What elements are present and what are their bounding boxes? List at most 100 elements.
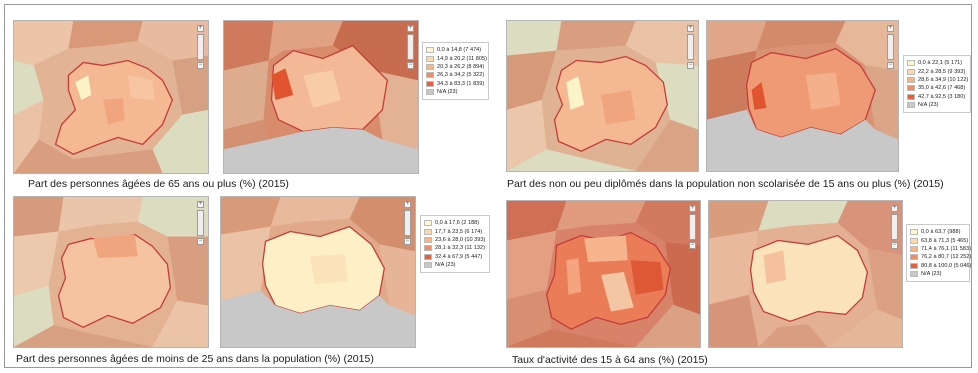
zoom-slider[interactable] bbox=[197, 34, 204, 60]
legend-item: 17,7 à 23,5 (6 174) bbox=[424, 227, 486, 235]
legend-label: 32,4 à 67,9 (5 447) bbox=[435, 253, 483, 260]
map-overview-moins-25[interactable]: + − bbox=[13, 196, 209, 348]
map-legend: 0,0 à 14,8 (7 474) 14,9 à 20,2 (11 805) 20… bbox=[422, 42, 489, 101]
legend-item: 63,8 à 71,3 (5 465) bbox=[910, 236, 968, 244]
legend-swatch bbox=[910, 237, 918, 244]
map-legend: 0,0 à 17,6 (2 188) 17,7 à 23,5 (6 174) 23,… bbox=[420, 215, 490, 274]
panel-caption: Taux d'activité des 15 à 64 ans (%) (201… bbox=[512, 354, 708, 366]
zoom-out-button[interactable]: − bbox=[407, 62, 414, 69]
legend-label: 0,0 à 63,7 (988) bbox=[921, 229, 961, 236]
zoom-control: + − bbox=[687, 25, 694, 69]
legend-item: 34,3 à 83,3 (1 839) bbox=[426, 80, 485, 88]
zoom-in-button[interactable]: + bbox=[687, 25, 694, 32]
legend-label: 76,2 à 80,7 (12 252) bbox=[921, 254, 972, 261]
zoom-slider[interactable] bbox=[687, 34, 694, 60]
map-legend: 0,0 à 63,7 (988) 63,8 à 71,3 (5 465) 71,4 … bbox=[906, 224, 972, 283]
legend-swatch bbox=[907, 68, 915, 75]
legend-item: 23,6 à 28,0 (10 393) bbox=[424, 236, 486, 244]
legend-swatch bbox=[907, 76, 915, 83]
legend-item: 35,0 à 42,6 (7 468) bbox=[907, 84, 967, 92]
map-detail-diplomes[interactable]: + − bbox=[706, 20, 899, 172]
legend-label: 0,0 à 22,1 (5 171) bbox=[918, 60, 963, 67]
legend-item: 0,0 à 14,8 (7 474) bbox=[426, 46, 485, 54]
legend-swatch bbox=[910, 229, 918, 236]
panel-caption: Part des non ou peu diplômés dans la pop… bbox=[507, 178, 944, 190]
legend-item: 42,7 à 92,5 (3 180) bbox=[907, 93, 967, 101]
legend-item: 20,3 à 26,2 (8 894) bbox=[426, 63, 485, 71]
map-detail-65-plus[interactable]: + − bbox=[223, 20, 419, 174]
legend-item: N/A (23) bbox=[910, 270, 966, 278]
legend-item: 0,0 à 17,6 (2 188) bbox=[424, 219, 486, 227]
legend-item: 0,0 à 22,1 (5 171) bbox=[907, 59, 967, 67]
map-overview-diplomes[interactable]: + − bbox=[506, 20, 699, 172]
zoom-out-button[interactable]: − bbox=[689, 242, 696, 249]
legend-label: 23,6 à 28,0 (10 393) bbox=[435, 236, 486, 243]
zoom-control: + − bbox=[197, 25, 204, 69]
legend-label: N/A (23) bbox=[921, 271, 942, 278]
zoom-out-button[interactable]: − bbox=[891, 242, 898, 249]
legend-swatch bbox=[910, 254, 918, 261]
legend-label: N/A (23) bbox=[918, 102, 939, 109]
zoom-slider[interactable] bbox=[891, 214, 898, 240]
legend-swatch bbox=[426, 63, 434, 70]
legend-label: 71,4 à 76,1 (11 583) bbox=[921, 245, 971, 252]
map-detail-activite[interactable]: + − bbox=[708, 200, 903, 348]
legend-item: N/A (23) bbox=[426, 88, 485, 96]
legend-swatch bbox=[424, 228, 432, 235]
legend-swatch bbox=[907, 102, 915, 109]
legend-swatch bbox=[424, 262, 432, 269]
legend-item: N/A (23) bbox=[907, 101, 967, 109]
legend-swatch bbox=[907, 93, 915, 100]
legend-swatch bbox=[426, 47, 434, 54]
legend-swatch bbox=[426, 80, 434, 87]
zoom-in-button[interactable]: + bbox=[891, 205, 898, 212]
zoom-slider[interactable] bbox=[197, 210, 204, 236]
zoom-slider[interactable] bbox=[887, 34, 894, 60]
legend-item: 28,1 à 32,3 (11 132) bbox=[424, 244, 486, 252]
zoom-slider[interactable] bbox=[404, 210, 411, 236]
legend-label: 17,7 à 23,5 (6 174) bbox=[435, 228, 483, 235]
zoom-out-button[interactable]: − bbox=[887, 62, 894, 69]
zoom-out-button[interactable]: − bbox=[404, 238, 411, 245]
zoom-slider[interactable] bbox=[689, 214, 696, 240]
zoom-in-button[interactable]: + bbox=[689, 205, 696, 212]
zoom-in-button[interactable]: + bbox=[197, 25, 204, 32]
map-detail-moins-25[interactable]: + − bbox=[220, 196, 416, 348]
zoom-out-button[interactable]: − bbox=[197, 62, 204, 69]
legend-label: 28,6 à 34,9 (10 122) bbox=[918, 76, 969, 83]
zoom-out-button[interactable]: − bbox=[687, 62, 694, 69]
zoom-in-button[interactable]: + bbox=[407, 25, 414, 32]
map-overview-activite[interactable]: + − bbox=[506, 200, 701, 348]
legend-swatch bbox=[424, 236, 432, 243]
panel-caption: Part des personnes âgées de 65 ans ou pl… bbox=[28, 178, 289, 190]
zoom-slider[interactable] bbox=[407, 34, 414, 60]
legend-label: N/A (23) bbox=[435, 262, 456, 269]
zoom-control: + − bbox=[891, 205, 898, 249]
legend-label: 35,0 à 42,6 (7 468) bbox=[918, 85, 966, 92]
legend-swatch bbox=[426, 55, 434, 62]
legend-label: 14,9 à 20,2 (11 805) bbox=[437, 55, 487, 62]
zoom-in-button[interactable]: + bbox=[887, 25, 894, 32]
zoom-in-button[interactable]: + bbox=[404, 201, 411, 208]
legend-label: 0,0 à 17,6 (2 188) bbox=[435, 220, 480, 227]
legend-item: N/A (23) bbox=[424, 261, 486, 269]
legend-swatch bbox=[907, 85, 915, 92]
legend-item: 71,4 à 76,1 (11 583) bbox=[910, 245, 971, 253]
map-overview-65-plus[interactable]: + − bbox=[13, 20, 209, 174]
legend-item: 0,0 à 63,7 (988) bbox=[910, 228, 966, 236]
legend-label: 26,3 à 34,2 (5 322) bbox=[437, 72, 485, 79]
legend-swatch bbox=[910, 245, 918, 252]
panel-caption: Part des personnes âgées de moins de 25 … bbox=[16, 353, 374, 365]
legend-swatch bbox=[426, 72, 434, 79]
legend-swatch bbox=[424, 253, 432, 260]
zoom-in-button[interactable]: + bbox=[197, 201, 204, 208]
legend-swatch bbox=[426, 89, 434, 96]
legend-label: 20,3 à 26,2 (8 894) bbox=[437, 63, 485, 70]
zoom-out-button[interactable]: − bbox=[197, 238, 204, 245]
legend-item: 26,3 à 34,2 (5 322) bbox=[426, 71, 485, 79]
legend-item: 32,4 à 67,9 (5 447) bbox=[424, 253, 486, 261]
legend-item: 80,8 à 100,0 (5 046) bbox=[910, 262, 971, 270]
zoom-control: + − bbox=[407, 25, 414, 69]
legend-label: N/A (23) bbox=[437, 89, 458, 96]
legend-item: 28,6 à 34,9 (10 122) bbox=[907, 76, 969, 84]
